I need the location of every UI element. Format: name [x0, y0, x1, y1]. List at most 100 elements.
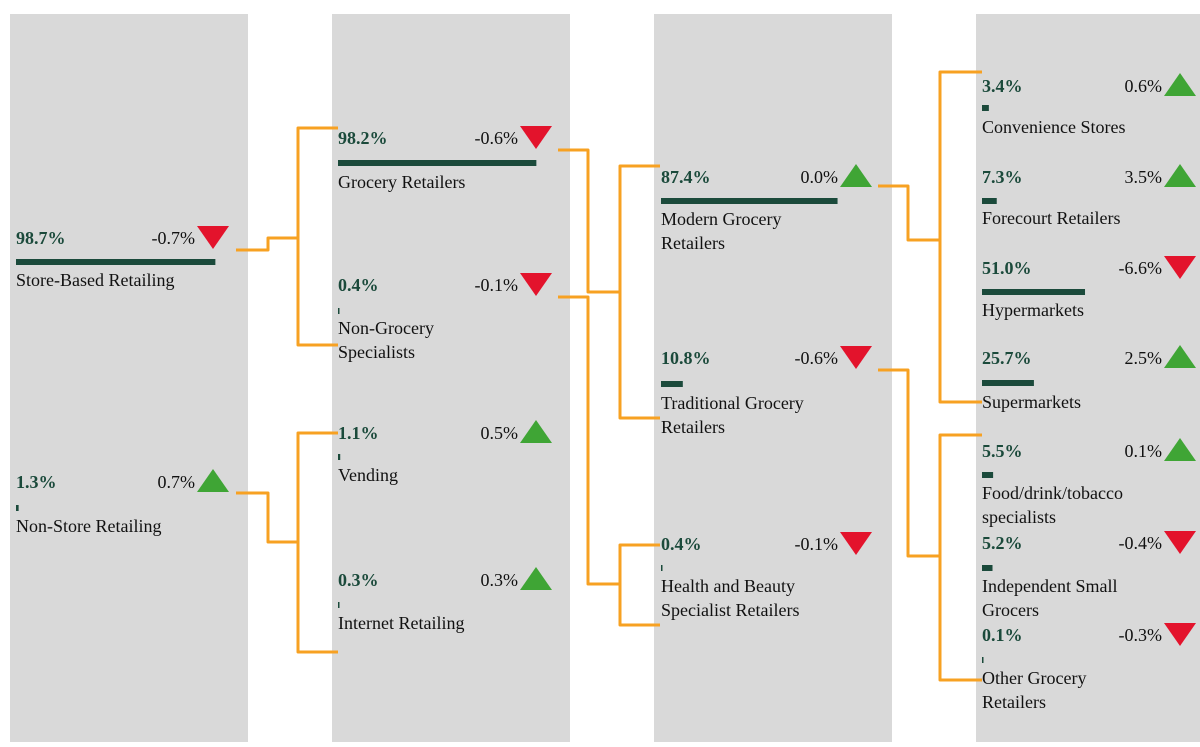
share-bar — [982, 472, 994, 478]
share-bar — [982, 289, 1086, 295]
change-value: 0.6% — [1125, 76, 1163, 96]
share-bar — [661, 381, 683, 387]
node-label: Supermarkets — [982, 392, 1081, 412]
node-label: Grocery Retailers — [338, 172, 465, 192]
up-arrow — [1164, 164, 1196, 187]
share-bar — [982, 198, 997, 204]
share-value: 0.4% — [338, 275, 379, 295]
change-value: 0.7% — [158, 472, 196, 492]
node-label: Non-Grocery — [338, 318, 434, 338]
change-value: 2.5% — [1125, 348, 1163, 368]
share-value: 25.7% — [982, 348, 1032, 368]
up-arrow — [520, 420, 552, 443]
up-arrow — [1164, 345, 1196, 368]
node-label: Internet Retailing — [338, 613, 464, 633]
change-value: 0.3% — [481, 570, 519, 590]
change-value: 0.1% — [1125, 441, 1163, 461]
connectors — [236, 70, 982, 682]
change-value: -0.7% — [152, 228, 196, 248]
down-arrow — [1164, 623, 1196, 646]
connector — [236, 236, 298, 252]
down-arrow — [840, 532, 872, 555]
share-bar — [338, 308, 340, 314]
connector — [878, 184, 940, 242]
connector — [558, 295, 620, 586]
share-bar — [16, 259, 216, 265]
node-label: Retailers — [661, 417, 725, 437]
connector — [236, 491, 298, 544]
share-bar — [661, 565, 663, 571]
change-value: 0.5% — [481, 423, 519, 443]
share-value: 51.0% — [982, 258, 1032, 278]
up-arrow — [1164, 73, 1196, 96]
share-value: 98.7% — [16, 228, 66, 248]
bracket — [938, 433, 982, 682]
connector — [878, 368, 940, 558]
change-value: -0.6% — [475, 128, 519, 148]
down-arrow — [520, 273, 552, 296]
column-bg — [654, 14, 892, 742]
change-value: 3.5% — [1125, 167, 1163, 187]
share-bar — [16, 505, 19, 511]
down-arrow — [1164, 256, 1196, 279]
down-arrow — [197, 226, 229, 249]
change-value: -0.3% — [1119, 625, 1163, 645]
down-arrow — [520, 126, 552, 149]
share-value: 10.8% — [661, 348, 711, 368]
node-label: Traditional Grocery — [661, 393, 804, 413]
change-value: -0.4% — [1119, 533, 1163, 553]
column-bg — [976, 14, 1200, 742]
share-bar — [338, 160, 537, 166]
node-label: Specialist Retailers — [661, 600, 799, 620]
share-bar — [338, 602, 340, 608]
share-value: 98.2% — [338, 128, 388, 148]
up-arrow — [520, 567, 552, 590]
share-bar — [982, 380, 1034, 386]
share-value: 0.4% — [661, 534, 702, 554]
up-arrow — [197, 469, 229, 492]
node-label: Convenience Stores — [982, 117, 1125, 137]
share-value: 87.4% — [661, 167, 711, 187]
node-label: Store-Based Retailing — [16, 270, 174, 290]
up-arrow — [1164, 438, 1196, 461]
share-bar — [982, 105, 989, 111]
node-label: Independent Small — [982, 576, 1117, 596]
bracket — [618, 543, 660, 627]
share-value: 5.2% — [982, 533, 1023, 553]
up-arrow — [840, 164, 872, 187]
share-value: 0.1% — [982, 625, 1023, 645]
connector — [558, 148, 620, 294]
share-bar — [982, 565, 993, 571]
node-label: Grocers — [982, 600, 1039, 620]
down-arrow — [1164, 531, 1196, 554]
share-value: 5.5% — [982, 441, 1023, 461]
node-label: Retailers — [661, 233, 725, 253]
node-label: Specialists — [338, 342, 415, 362]
node-label: Other Grocery — [982, 668, 1086, 688]
node-label: Food/drink/tobacco — [982, 483, 1123, 503]
bracket — [938, 70, 982, 404]
node-label: Non-Store Retailing — [16, 516, 161, 536]
share-value: 3.4% — [982, 76, 1023, 96]
column-bg — [10, 14, 248, 742]
node-label: Health and Beauty — [661, 576, 795, 596]
share-value: 7.3% — [982, 167, 1023, 187]
share-bar — [338, 454, 341, 460]
share-value: 1.1% — [338, 423, 379, 443]
change-value: -6.6% — [1119, 258, 1163, 278]
node-label: Retailers — [982, 692, 1046, 712]
bracket — [296, 126, 338, 347]
share-value: 1.3% — [16, 472, 57, 492]
node-label: specialists — [982, 507, 1056, 527]
bracket — [618, 164, 660, 420]
node-label: Vending — [338, 465, 398, 485]
bracket — [296, 431, 338, 654]
change-value: -0.6% — [795, 348, 839, 368]
down-arrow — [840, 346, 872, 369]
share-value: 0.3% — [338, 570, 379, 590]
node-label: Modern Grocery — [661, 209, 781, 229]
change-value: 0.0% — [801, 167, 839, 187]
node-label: Forecourt Retailers — [982, 208, 1120, 228]
node-label: Hypermarkets — [982, 300, 1084, 320]
